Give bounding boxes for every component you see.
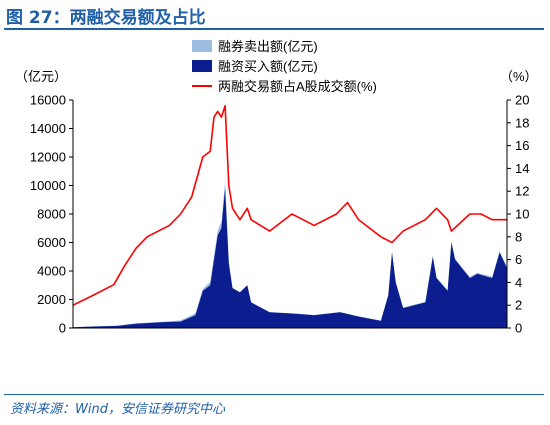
y-left-tick-label: 8000 — [37, 207, 66, 222]
y-right-tick-label: 6 — [515, 252, 522, 267]
margin-buying-area — [73, 188, 507, 328]
source-rule — [4, 394, 544, 395]
legend-swatch — [192, 60, 212, 72]
y-right-tick-label: 12 — [515, 184, 529, 199]
y-left-tick-label: 4000 — [37, 264, 66, 279]
y-right-tick-label: 8 — [515, 229, 522, 244]
y-left-tick-label: 10000 — [30, 178, 66, 193]
legend: 融券卖出额(亿元) 融资买入额(亿元) 两融交易额占A股成交额(%) — [192, 39, 377, 94]
legend-label: 融资买入额(亿元) — [218, 59, 318, 74]
axes-layer: 0 2000 4000 6000 8000 10000 12000 14000 16000 0 2 4… — [15, 69, 538, 336]
y-left-tick-label: 0 — [59, 321, 66, 336]
y-left-tick-label: 16000 — [30, 93, 66, 108]
y-right-tick-label: 0 — [515, 321, 522, 336]
y-right-tick-label: 2 — [515, 298, 522, 313]
line-layer — [72, 104, 507, 306]
y-right-tick-label: 18 — [515, 115, 529, 130]
y-right-tick-label: 16 — [515, 138, 529, 153]
title-rule — [4, 28, 544, 30]
y-right-tick-label: 14 — [515, 161, 529, 176]
y-left-tick-label: 12000 — [30, 150, 66, 165]
y-right-tick-label: 10 — [515, 207, 529, 222]
y-left-tick-label: 2000 — [37, 292, 66, 307]
area-layer — [73, 181, 507, 328]
y-left-tick-label: 6000 — [37, 235, 66, 250]
y-right-tick-label: 20 — [515, 93, 529, 108]
legend-swatch — [192, 40, 212, 52]
legend-label: 两融交易额占A股成交额(%) — [218, 79, 377, 94]
y-right-tick-label: 4 — [515, 275, 522, 290]
y-left-unit-label: （亿元） — [15, 69, 67, 84]
legend-label: 融券卖出额(亿元) — [218, 39, 318, 54]
ratio-line — [72, 104, 507, 306]
y-right-unit-label: （%） — [500, 69, 538, 84]
source-note: 资料来源：Wind，安信证券研究中心 — [10, 402, 225, 417]
y-left-tick-label: 14000 — [30, 121, 66, 136]
figure-title: 图 27：两融交易额及占比 — [6, 8, 206, 28]
